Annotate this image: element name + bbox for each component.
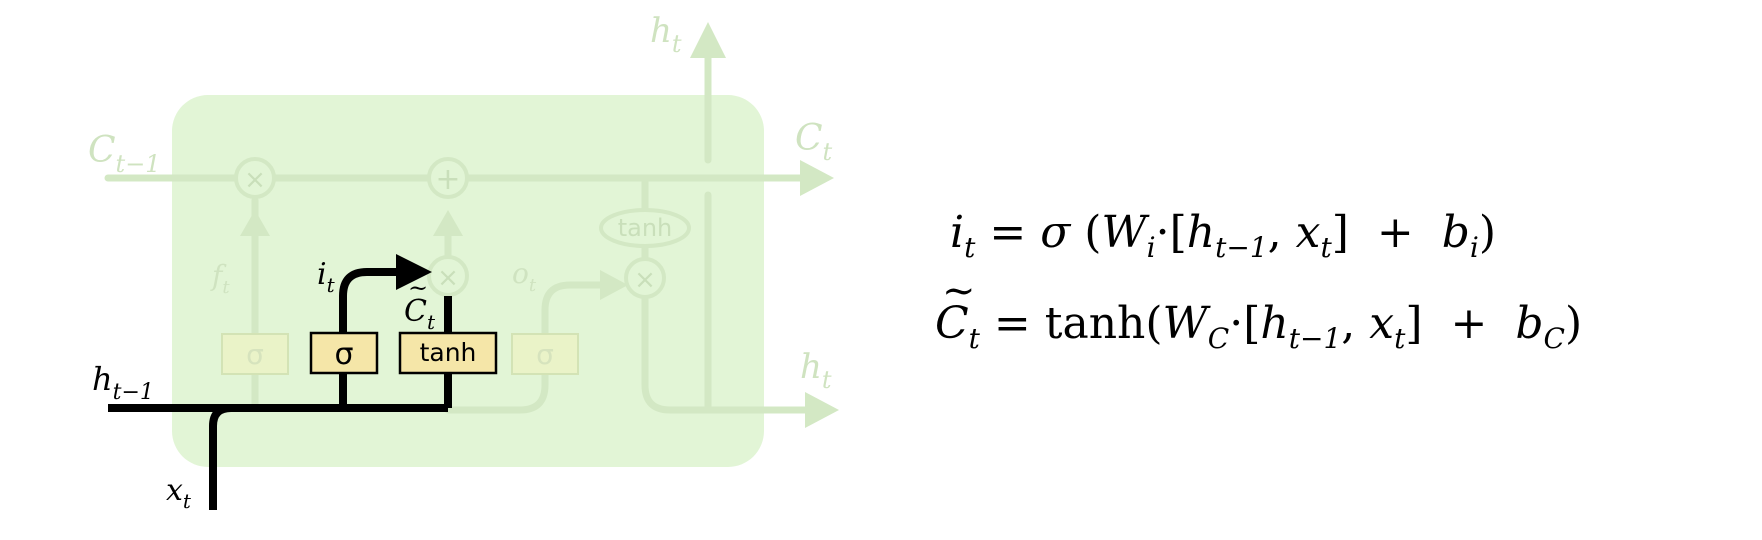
output-gate-label: σ [536, 338, 554, 371]
eq2-weight-sub: C [1207, 322, 1230, 355]
eq2-dot: · [1229, 298, 1244, 349]
eq2-x-sub: t [1394, 322, 1406, 355]
candidate-gate-box [398, 331, 498, 375]
cell-state-prev-label: Ct−1 [88, 130, 161, 178]
eq1-comma: , [1267, 207, 1296, 258]
input-gate-label: σ [334, 337, 353, 372]
eq1-bracket-open: [ [1169, 207, 1187, 258]
eq1-x: x [1295, 207, 1321, 258]
faded-arrowheads [240, 22, 839, 428]
eq2-h: h [1260, 298, 1289, 349]
eq2-bracket-close: ] [1405, 298, 1423, 349]
input-multiply-symbol: × [437, 263, 459, 293]
cell-state-label: Ct [795, 118, 833, 166]
hidden-out-arrowhead [805, 392, 839, 428]
eq1-x-sub: t [1320, 231, 1332, 264]
cell-state-arrowhead [800, 160, 834, 196]
eq2-lhs-tilde: ~ [942, 268, 976, 314]
tanh-op-label: tanh [618, 214, 673, 242]
eq2-lhs-sub: t [968, 322, 980, 355]
eq2-equals: = [979, 298, 1045, 349]
eq2-x: x [1369, 298, 1395, 349]
input-x-label: xt [166, 473, 192, 513]
eq2-lhs: ~ C [935, 268, 976, 349]
cell-add-symbol: + [435, 162, 460, 197]
eq2-comma: , [1341, 298, 1370, 349]
eq2-weight: W [1162, 298, 1208, 349]
candidate-gate-label: tanh [420, 338, 477, 367]
eq1-weight: W [1101, 207, 1147, 258]
candidate-var-tilde: ~ [408, 274, 428, 302]
output-arrowhead [600, 270, 628, 300]
lstm-input-gate-diagram: × + × × tanh σ σ Ct−1 Ct ht ht ft ot σ t… [88, 11, 839, 513]
input-gate-out-line [339, 268, 400, 334]
forget-arrowhead [240, 210, 270, 236]
output-gate-box [511, 333, 579, 375]
candidate-var-label: Ct [404, 294, 436, 334]
cell-add-op [427, 157, 469, 199]
forget-multiply-symbol: × [244, 165, 266, 195]
candidate-arrowhead [433, 210, 463, 236]
eq1-open: ( [1070, 207, 1102, 258]
hidden-prev-label: ht−1 [92, 360, 154, 405]
eq1-plus: + [1348, 207, 1442, 258]
output-multiply-symbol: × [634, 265, 656, 295]
eq1-equals: = [975, 207, 1041, 258]
hidden-right-label: ht [800, 347, 832, 394]
output-multiply-op [624, 257, 666, 299]
hidden-out-line [641, 294, 809, 414]
eq1-h-sub: t−1 [1215, 231, 1268, 264]
eq1-close: ) [1478, 207, 1497, 258]
faded-operations [234, 157, 691, 299]
candidate-equation: ~ Ct = tanh(WC·[ht−1, xt] + bC) [935, 268, 1583, 353]
eq2-func: tanh [1044, 298, 1146, 349]
eq1-weight-sub: i [1146, 231, 1156, 264]
forget-gate-box [221, 333, 289, 375]
forget-multiply-op [234, 157, 276, 199]
eq1-func: σ [1040, 207, 1071, 258]
eq2-lhs-var: C [935, 298, 969, 349]
output-to-mult-line [541, 281, 609, 314]
forget-gate-label: σ [246, 338, 264, 371]
eq1-lhs-sub: t [964, 231, 976, 264]
output-gate-var-label: ot [512, 257, 537, 296]
x-input-line [209, 404, 232, 510]
eq1-lhs-var: i [950, 207, 965, 258]
eq2-bracket-open: [ [1243, 298, 1261, 349]
input-gate-arrowhead [396, 254, 432, 290]
eq2-close: ) [1564, 298, 1583, 349]
hidden-top-label: ht [650, 11, 682, 58]
input-gate-var-label: it [317, 257, 336, 297]
input-gate-equation: it = σ (Wi·[ht−1, xt] + bi) [950, 207, 1497, 262]
eq2-open: ( [1145, 298, 1163, 349]
eq1-bias: b [1441, 207, 1470, 258]
input-multiply-op [427, 255, 469, 297]
eq1-dot: · [1155, 207, 1170, 258]
eq2-h-sub: t−1 [1288, 322, 1342, 355]
tanh-op [599, 208, 691, 248]
eq1-h: h [1186, 207, 1216, 258]
input-gate-box [309, 331, 379, 375]
output-gate-path [444, 361, 549, 414]
eq1-bias-sub: i [1469, 231, 1479, 264]
eq2-bias-sub: C [1543, 322, 1565, 355]
highlighted-paths [108, 268, 452, 510]
hidden-up-arrowhead [690, 22, 726, 58]
eq1-bracket-close: ] [1331, 207, 1349, 258]
eq2-plus: + [1422, 298, 1516, 349]
eq2-bias: b [1515, 298, 1544, 349]
